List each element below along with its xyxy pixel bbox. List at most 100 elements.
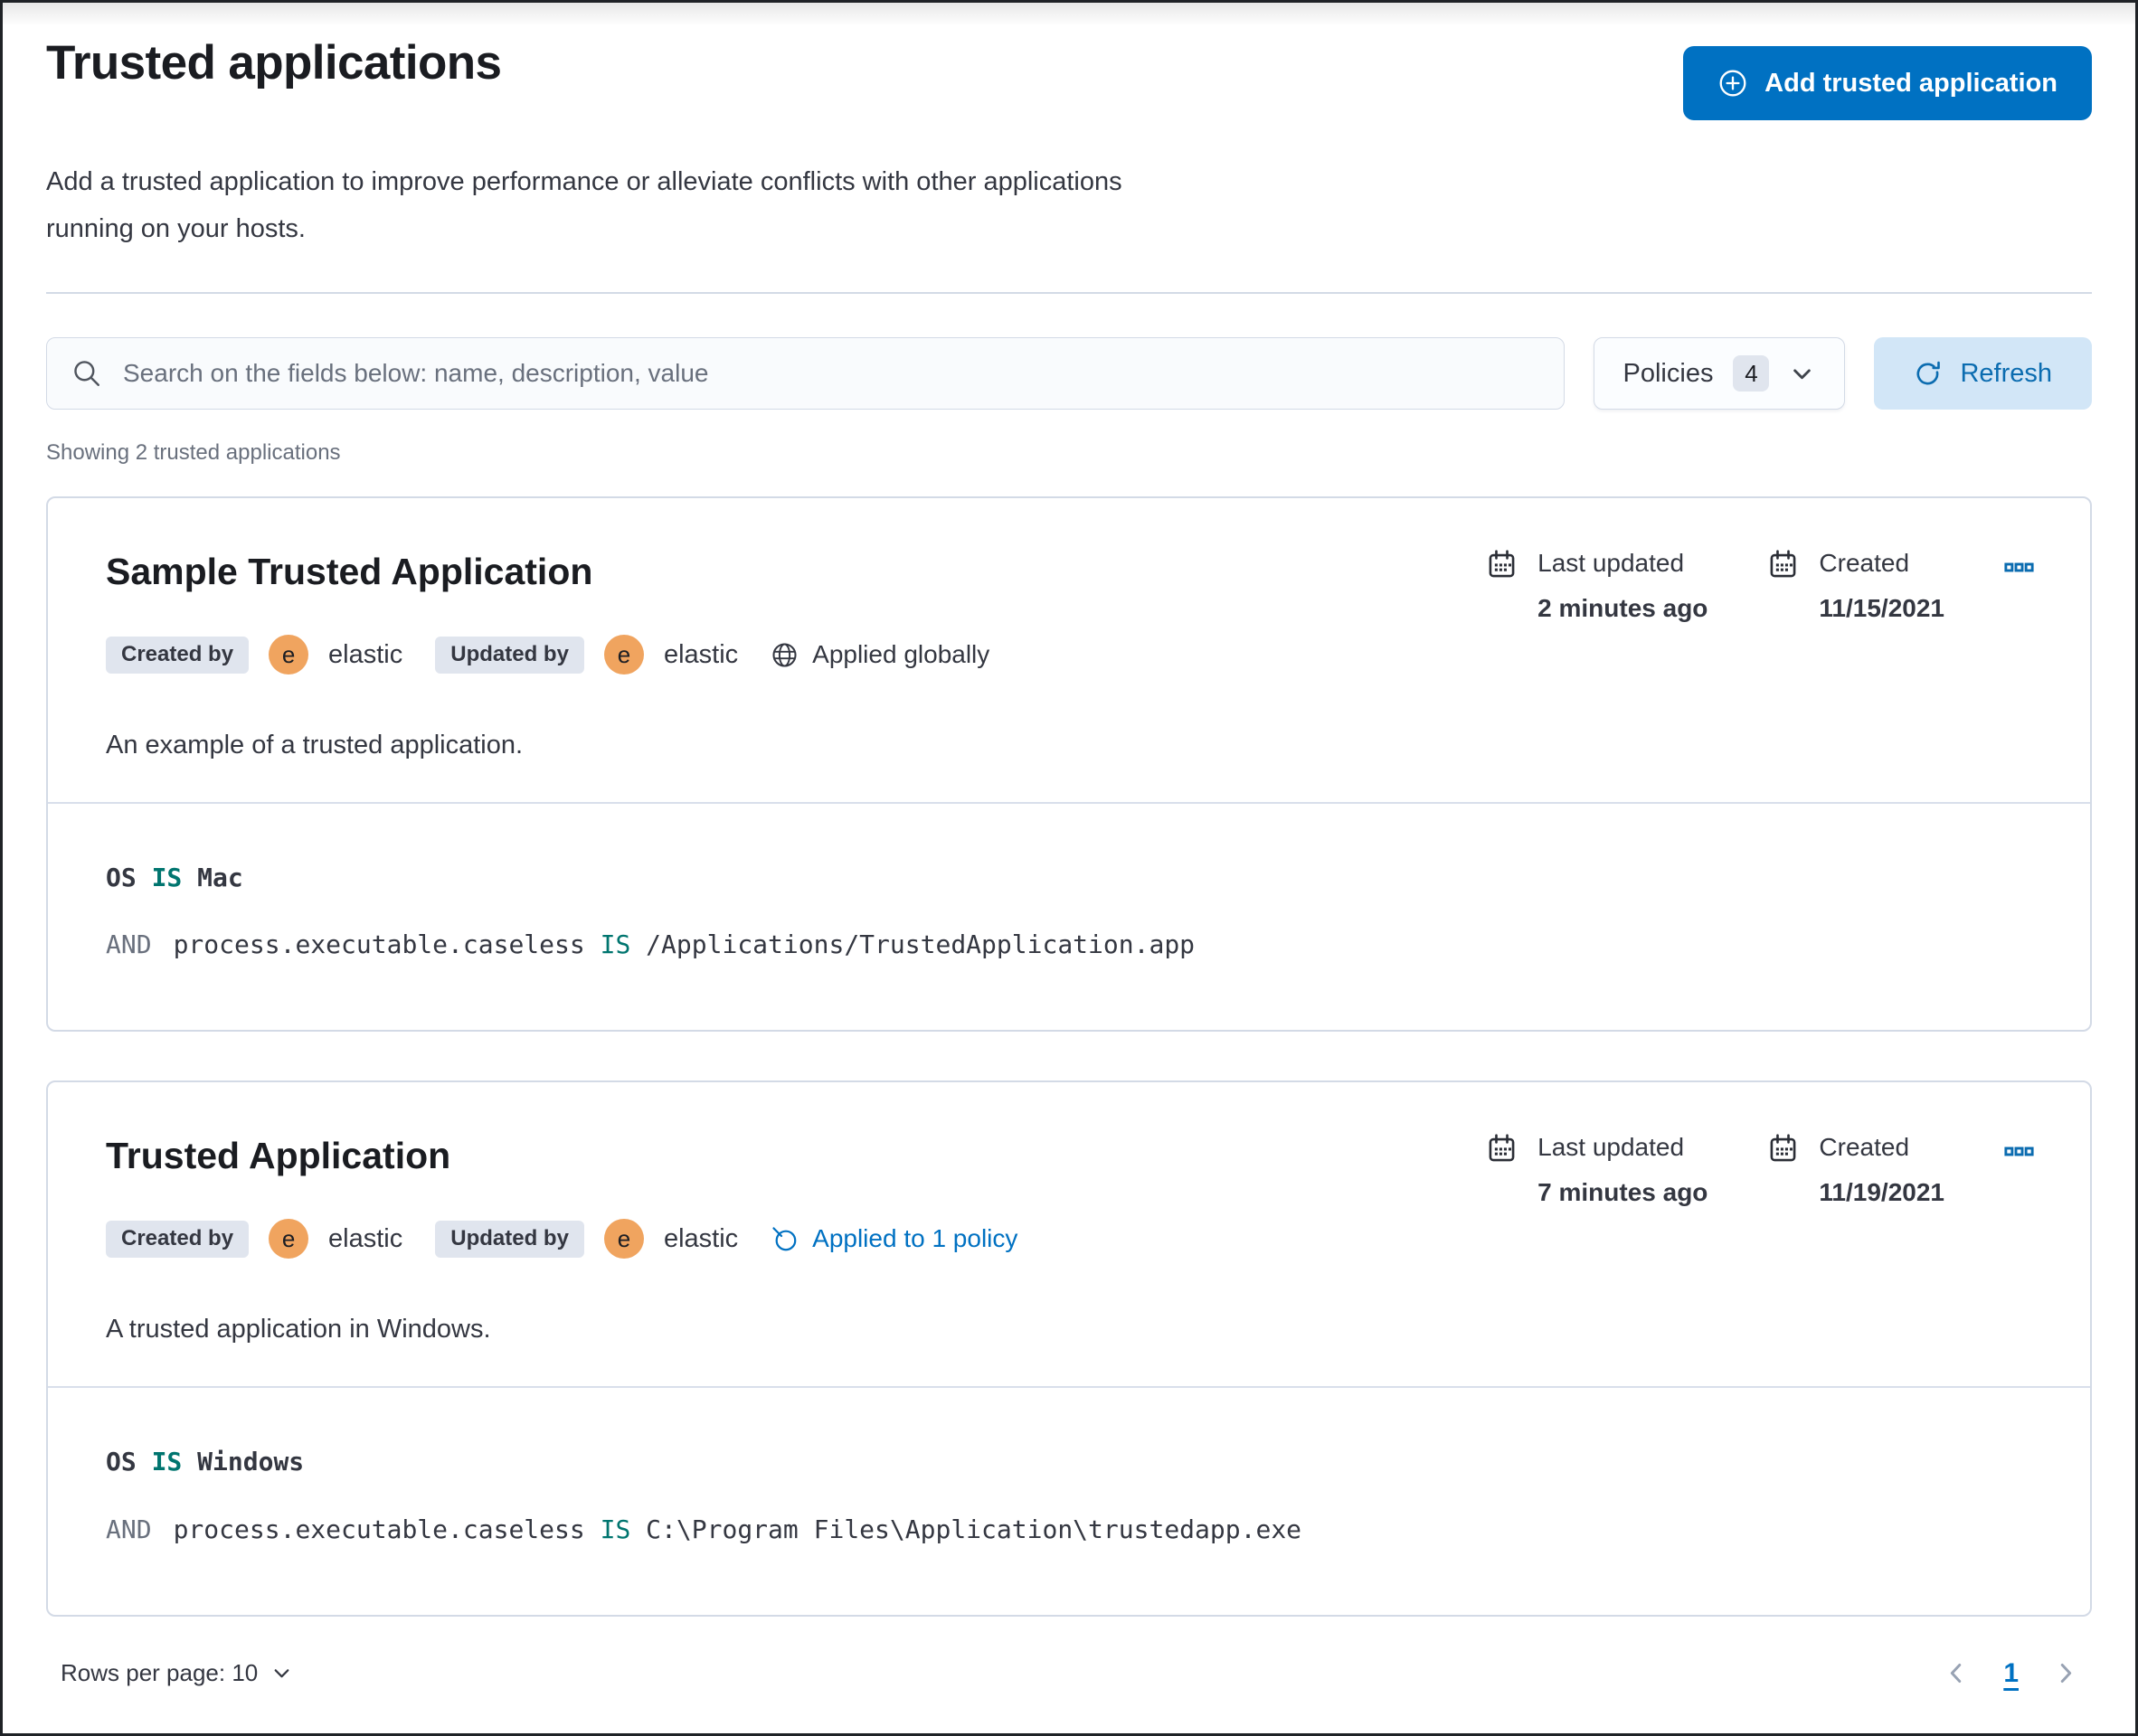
card-conditions: OS IS Windows AND process.executable.case… xyxy=(48,1386,2090,1614)
created-label: Created xyxy=(1819,1133,1910,1162)
card-meta-row: Created by e elastic Updated by e elasti… xyxy=(106,635,2032,675)
results-count: Showing 2 trusted applications xyxy=(46,440,341,465)
last-updated-value: 7 minutes ago xyxy=(1537,1178,1708,1207)
page-number-1[interactable]: 1 xyxy=(2003,1657,2019,1688)
created-by-user: elastic xyxy=(328,639,403,669)
previous-page-button[interactable] xyxy=(1943,1659,1971,1687)
updated-by-badge: Updated by xyxy=(435,636,584,674)
card-header: Sample Trusted Application Created by e … xyxy=(48,498,2090,802)
scope-indicator: Applied globally xyxy=(771,640,989,669)
card-description: An example of a trusted application. xyxy=(106,731,524,760)
last-updated-label: Last updated xyxy=(1537,1133,1685,1162)
scope-label: Applied globally xyxy=(812,640,990,668)
search-icon xyxy=(74,361,99,386)
globe-icon xyxy=(772,642,797,667)
refresh-button[interactable]: Refresh xyxy=(1874,337,2092,410)
condition-operator: IS xyxy=(151,863,183,892)
card-description: A trusted application in Windows. xyxy=(106,1315,491,1344)
condition-line: AND process.executable.caseless IS C:\Pro… xyxy=(106,1514,2032,1544)
add-trusted-application-button[interactable]: Add trusted application xyxy=(1683,46,2092,120)
policies-count-badge: 4 xyxy=(1733,355,1770,392)
rows-per-page-label: Rows per page: 10 xyxy=(61,1659,259,1687)
boxes-horizontal-icon xyxy=(2004,1146,2034,1156)
header-divider xyxy=(46,292,2092,294)
created-by-user: elastic xyxy=(328,1223,403,1253)
policies-filter-button[interactable]: Policies 4 xyxy=(1593,337,1846,410)
created-by-badge: Created by xyxy=(106,636,250,674)
calendar-icon xyxy=(1771,550,1796,578)
card-actions-menu-button[interactable] xyxy=(2004,1133,2034,1169)
trusted-applications-page: Trusted applications Add trusted applica… xyxy=(3,3,2135,1689)
last-updated-block: Last updated 2 minutes ago xyxy=(1486,549,1708,623)
card-conditions: OS IS Mac AND process.executable.caseless… xyxy=(48,802,2090,1030)
plus-circle-icon xyxy=(1719,70,1746,97)
avatar: e xyxy=(269,635,309,675)
partial-circle-icon xyxy=(772,1227,797,1251)
condition-prefix: AND xyxy=(106,929,152,960)
avatar: e xyxy=(603,1219,644,1260)
avatar: e xyxy=(269,1219,309,1260)
page-header: Trusted applications Add trusted applica… xyxy=(46,35,2092,120)
calendar-icon xyxy=(1489,1134,1515,1162)
created-block: Created 11/19/2021 xyxy=(1767,1133,1944,1207)
card-meta-row: Created by e elastic Updated by e elasti… xyxy=(106,1219,2032,1260)
boxes-horizontal-icon xyxy=(2004,562,2034,572)
condition-field: OS xyxy=(106,863,137,892)
condition-value: Windows xyxy=(197,1447,305,1477)
condition-value: C:\Program Files\Application\trustedapp.… xyxy=(646,1514,1302,1544)
condition-line: AND process.executable.caseless IS /Appli… xyxy=(106,930,2032,959)
list-footer: Rows per page: 10 1 xyxy=(46,1658,2092,1689)
next-page-button[interactable] xyxy=(2051,1659,2079,1687)
condition-line: OS IS Mac xyxy=(106,863,2032,892)
condition-value: /Applications/TrustedApplication.app xyxy=(646,929,1196,960)
search-input[interactable] xyxy=(46,337,1565,410)
created-by-badge: Created by xyxy=(106,1220,250,1258)
condition-line: OS IS Windows xyxy=(106,1448,2032,1477)
created-block: Created 11/15/2021 xyxy=(1767,549,1944,623)
last-updated-value: 2 minutes ago xyxy=(1537,594,1708,622)
scope-label: Applied to 1 policy xyxy=(812,1224,1018,1253)
condition-operator: IS xyxy=(151,1447,183,1477)
card-header: Trusted Application Created by e elastic… xyxy=(48,1082,2090,1386)
search-box xyxy=(46,337,1565,410)
toolbar: Policies 4 Refresh xyxy=(46,337,2092,410)
page-title: Trusted applications xyxy=(46,36,502,90)
condition-prefix: AND xyxy=(106,1514,152,1544)
trusted-app-card: Trusted Application Created by e elastic… xyxy=(46,1080,2092,1617)
trusted-applications-list: Sample Trusted Application Created by e … xyxy=(46,496,2092,1617)
rows-per-page-button[interactable]: Rows per page: 10 xyxy=(61,1659,293,1687)
created-label: Created xyxy=(1819,549,1910,577)
card-title: Sample Trusted Application xyxy=(106,551,593,592)
card-title: Trusted Application xyxy=(106,1135,451,1177)
condition-value: Mac xyxy=(197,863,243,892)
policies-label: Policies xyxy=(1622,358,1714,388)
chevron-right-icon xyxy=(2060,1664,2072,1684)
last-updated-label: Last updated xyxy=(1537,549,1685,577)
calendar-icon xyxy=(1489,550,1515,578)
card-actions-menu-button[interactable] xyxy=(2004,549,2034,585)
pagination: 1 xyxy=(1943,1658,2079,1689)
condition-field: process.executable.caseless xyxy=(173,1514,585,1544)
condition-operator: IS xyxy=(600,929,631,960)
last-updated-block: Last updated 7 minutes ago xyxy=(1486,1133,1708,1207)
updated-by-badge: Updated by xyxy=(435,1220,584,1258)
refresh-label: Refresh xyxy=(1960,358,2052,388)
condition-field: process.executable.caseless xyxy=(173,929,585,960)
trusted-app-card: Sample Trusted Application Created by e … xyxy=(46,496,2092,1033)
chevron-down-icon xyxy=(1793,368,1812,379)
add-button-label: Add trusted application xyxy=(1764,68,2058,98)
updated-by-user: elastic xyxy=(663,639,739,669)
chevron-left-icon xyxy=(1951,1664,1962,1684)
refresh-icon xyxy=(1916,361,1941,384)
calendar-icon xyxy=(1771,1134,1796,1162)
condition-operator: IS xyxy=(600,1514,631,1544)
created-value: 11/19/2021 xyxy=(1819,1178,1944,1207)
card-dates: Last updated 7 minutes ago xyxy=(1486,1133,2034,1207)
scope-policy-link[interactable]: Applied to 1 policy xyxy=(771,1224,1017,1253)
updated-by-user: elastic xyxy=(663,1223,739,1253)
page-description: Add a trusted application to improve per… xyxy=(46,167,1122,243)
card-dates: Last updated 2 minutes ago xyxy=(1486,549,2034,623)
avatar: e xyxy=(603,635,644,675)
chevron-down-icon xyxy=(274,1669,289,1678)
